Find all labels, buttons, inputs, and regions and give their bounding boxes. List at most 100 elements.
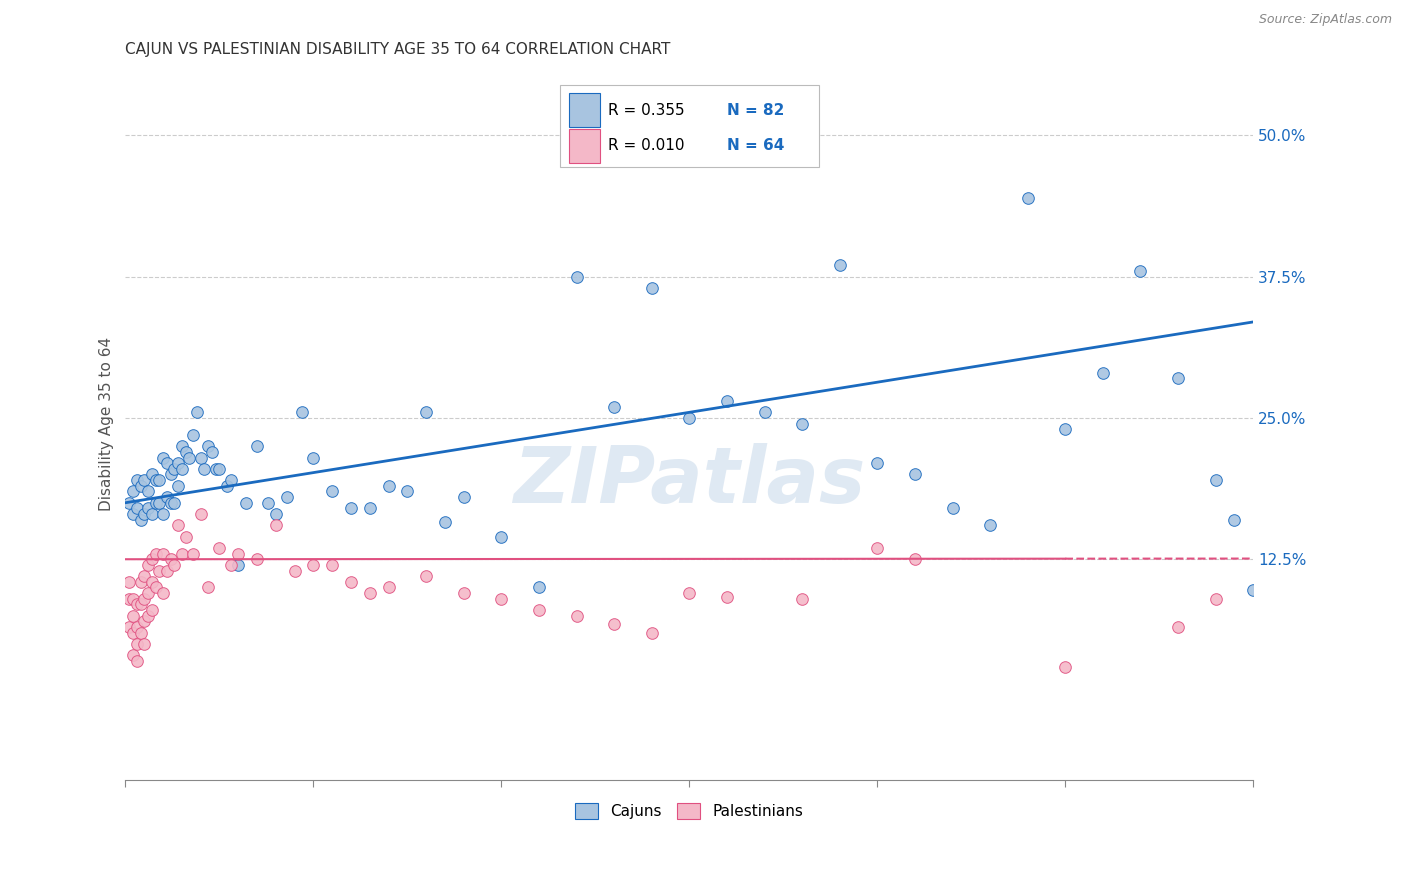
Point bbox=[1129, 264, 1152, 278]
Point bbox=[904, 467, 927, 482]
Point bbox=[284, 564, 307, 578]
Point bbox=[125, 598, 148, 612]
Point bbox=[291, 405, 314, 419]
Point bbox=[264, 518, 287, 533]
FancyBboxPatch shape bbox=[568, 128, 600, 163]
Point bbox=[1261, 479, 1284, 493]
Point bbox=[156, 456, 179, 470]
Point bbox=[678, 411, 700, 425]
Point bbox=[118, 574, 141, 589]
Point bbox=[174, 445, 197, 459]
Point bbox=[792, 417, 814, 431]
Y-axis label: Disability Age 35 to 64: Disability Age 35 to 64 bbox=[100, 336, 114, 511]
Point bbox=[377, 479, 399, 493]
Point bbox=[134, 615, 156, 629]
Text: R = 0.010: R = 0.010 bbox=[609, 138, 685, 153]
Point bbox=[453, 490, 475, 504]
Point bbox=[141, 603, 163, 617]
Legend: Cajuns, Palestinians: Cajuns, Palestinians bbox=[569, 797, 810, 825]
Point bbox=[979, 518, 1001, 533]
Point bbox=[264, 507, 287, 521]
Point bbox=[122, 648, 145, 663]
Point bbox=[136, 586, 159, 600]
Point bbox=[603, 616, 626, 631]
Point bbox=[122, 591, 145, 606]
Point bbox=[1167, 620, 1189, 634]
Point bbox=[118, 496, 141, 510]
Point bbox=[152, 586, 174, 600]
Point bbox=[186, 405, 208, 419]
Point bbox=[125, 620, 148, 634]
Point bbox=[1017, 191, 1039, 205]
Point bbox=[129, 625, 152, 640]
Point bbox=[1241, 582, 1264, 597]
Point bbox=[122, 608, 145, 623]
Point bbox=[190, 450, 212, 465]
Point bbox=[152, 547, 174, 561]
Point bbox=[174, 530, 197, 544]
Point bbox=[1223, 513, 1246, 527]
Point bbox=[434, 515, 457, 529]
Point bbox=[125, 654, 148, 668]
Point bbox=[1298, 518, 1320, 533]
Point bbox=[603, 400, 626, 414]
Point bbox=[163, 558, 186, 572]
Point bbox=[170, 547, 193, 561]
Point bbox=[377, 581, 399, 595]
Point bbox=[129, 574, 152, 589]
Point bbox=[148, 496, 170, 510]
Point bbox=[941, 501, 963, 516]
Point bbox=[359, 586, 381, 600]
Point bbox=[1205, 591, 1227, 606]
Point bbox=[828, 259, 851, 273]
Point bbox=[181, 428, 204, 442]
Point bbox=[1279, 558, 1302, 572]
Point bbox=[226, 547, 249, 561]
Point bbox=[163, 496, 186, 510]
Point bbox=[136, 608, 159, 623]
Point bbox=[134, 637, 156, 651]
Point bbox=[276, 490, 298, 504]
Point bbox=[716, 394, 738, 409]
Point bbox=[754, 405, 776, 419]
Point bbox=[716, 590, 738, 604]
Point bbox=[167, 456, 190, 470]
Point bbox=[145, 547, 167, 561]
Point bbox=[125, 473, 148, 487]
Point bbox=[527, 603, 550, 617]
Point bbox=[201, 445, 224, 459]
Point bbox=[148, 564, 170, 578]
Point bbox=[145, 496, 167, 510]
Point bbox=[904, 552, 927, 566]
Point bbox=[219, 558, 242, 572]
Point bbox=[156, 564, 179, 578]
Point bbox=[156, 490, 179, 504]
Point bbox=[866, 456, 889, 470]
Point bbox=[641, 281, 664, 295]
Point bbox=[122, 507, 145, 521]
Point bbox=[145, 473, 167, 487]
Point bbox=[122, 625, 145, 640]
Point bbox=[181, 547, 204, 561]
Point bbox=[641, 625, 664, 640]
Text: R = 0.355: R = 0.355 bbox=[609, 103, 685, 118]
Point bbox=[226, 558, 249, 572]
Point bbox=[179, 450, 201, 465]
Point bbox=[118, 591, 141, 606]
Point bbox=[565, 269, 588, 284]
Point bbox=[134, 473, 156, 487]
Point bbox=[321, 558, 343, 572]
Point bbox=[134, 569, 156, 583]
Point bbox=[129, 479, 152, 493]
Point bbox=[208, 462, 231, 476]
Point bbox=[129, 513, 152, 527]
Point bbox=[141, 574, 163, 589]
Point bbox=[527, 581, 550, 595]
Point bbox=[159, 552, 181, 566]
Point bbox=[246, 552, 269, 566]
Point bbox=[125, 637, 148, 651]
Point bbox=[134, 591, 156, 606]
Point bbox=[136, 501, 159, 516]
FancyBboxPatch shape bbox=[560, 86, 820, 168]
Point bbox=[340, 574, 363, 589]
